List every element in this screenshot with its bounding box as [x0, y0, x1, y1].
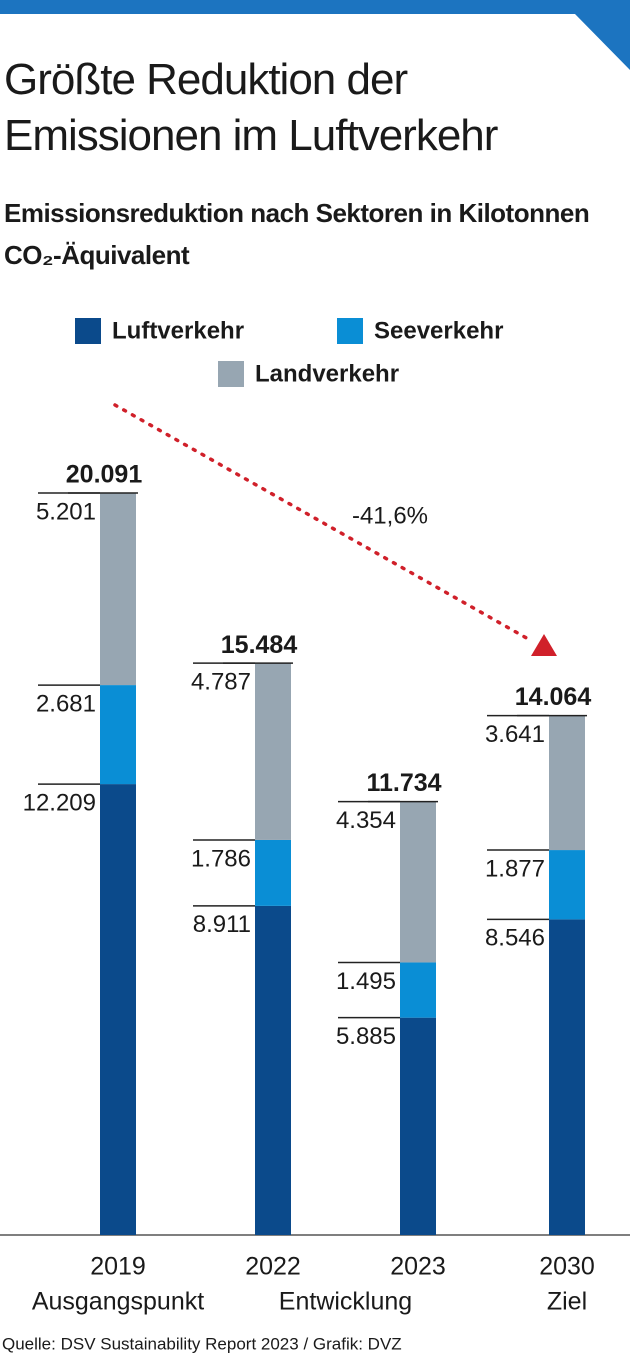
value-label: 1.786	[191, 845, 251, 872]
value-label: 2.681	[36, 690, 96, 717]
total-label: 15.484	[221, 631, 298, 659]
legend-label: Seeverkehr	[374, 317, 503, 344]
bar-segment	[549, 850, 585, 920]
value-label: 5.885	[336, 1023, 396, 1050]
bar-segment	[549, 715, 585, 851]
legend-swatch	[75, 318, 101, 344]
category-group-label: Entwicklung	[279, 1288, 412, 1316]
source: Quelle: DSV Sustainability Report 2023 /…	[2, 1334, 402, 1353]
total-label: 14.064	[515, 683, 592, 711]
category-group-label: Ziel	[547, 1288, 587, 1316]
legend-label: Luftverkehr	[112, 317, 244, 344]
value-label: 5.201	[36, 498, 96, 525]
subtitle: Emissionsreduktion nach Sektoren in Kilo…	[4, 198, 590, 270]
value-label: 3.641	[485, 721, 545, 748]
bar-segment	[549, 919, 585, 1235]
bar-segment	[400, 801, 436, 963]
x-tick-label: 2023	[390, 1253, 446, 1281]
value-label: 1.877	[485, 855, 545, 882]
category-group-label: Ausgangspunkt	[32, 1288, 204, 1316]
trend-arrow	[113, 403, 532, 642]
bar-segment	[400, 962, 436, 1018]
x-tick-label: 2030	[539, 1253, 595, 1281]
bar-segment	[255, 839, 291, 906]
bar-segment	[255, 905, 291, 1235]
value-label: 8.911	[193, 911, 251, 938]
annotation: -41,6%	[352, 502, 428, 529]
bar-segment	[255, 663, 291, 840]
arrow-head	[531, 634, 557, 656]
bar-segment	[100, 685, 136, 785]
legend-label: Landverkehr	[255, 360, 399, 387]
total-label: 20.091	[66, 461, 143, 489]
value-label: 8.546	[485, 925, 545, 952]
top-bar	[0, 0, 630, 70]
value-label: 4.354	[336, 807, 396, 834]
x-tick-label: 2022	[245, 1253, 301, 1281]
value-label: 12.209	[23, 789, 96, 816]
bar-segment	[100, 493, 136, 686]
legend-swatch	[218, 361, 244, 387]
value-label: 1.495	[336, 968, 396, 995]
bar-segment	[100, 784, 136, 1235]
legend-swatch	[337, 318, 363, 344]
total-label: 11.734	[366, 769, 441, 797]
bar-segment	[400, 1017, 436, 1235]
value-label: 4.787	[191, 668, 251, 695]
title: Größte Reduktion der Emissionen im Luftv…	[4, 55, 498, 160]
x-tick-label: 2019	[90, 1253, 146, 1281]
